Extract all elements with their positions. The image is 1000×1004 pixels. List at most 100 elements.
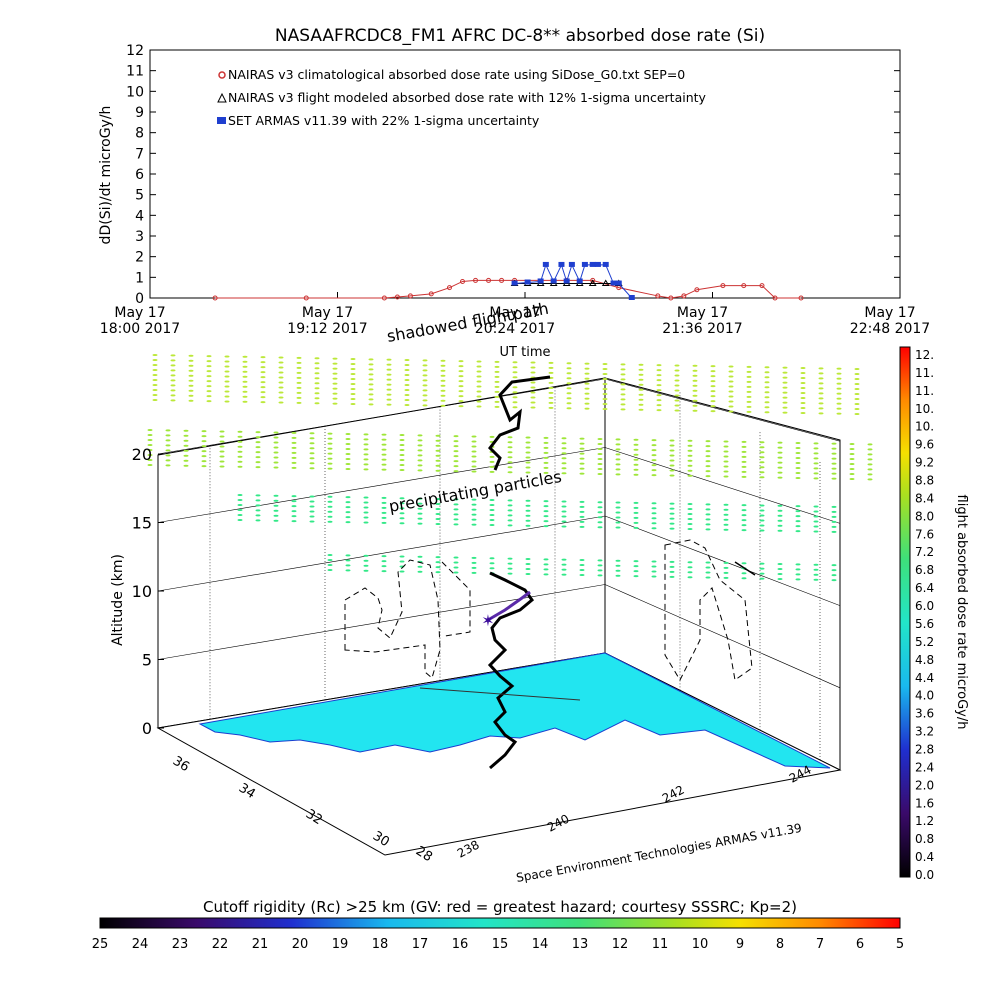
particle-marker bbox=[728, 410, 734, 413]
particle-marker bbox=[507, 572, 513, 575]
rigidity-tick-label: 14 bbox=[532, 937, 549, 952]
particle-marker bbox=[638, 408, 644, 411]
particle-marker bbox=[345, 564, 351, 567]
particle-marker bbox=[831, 477, 837, 480]
particle-marker bbox=[291, 431, 297, 434]
particle-marker bbox=[561, 573, 567, 576]
particle-marker bbox=[476, 365, 482, 368]
particle-marker bbox=[579, 462, 585, 465]
particle-marker bbox=[705, 523, 711, 526]
latitude-tick-label: 34 bbox=[236, 781, 258, 802]
particle-marker bbox=[674, 369, 680, 372]
particle-marker bbox=[831, 569, 837, 572]
particle-marker bbox=[867, 478, 873, 481]
particle-marker bbox=[381, 453, 387, 456]
particle-marker bbox=[399, 444, 405, 447]
particle-marker bbox=[417, 459, 423, 462]
particle-marker bbox=[530, 366, 536, 369]
particle-marker bbox=[741, 504, 747, 507]
particle-marker bbox=[633, 443, 639, 446]
particle-marker bbox=[674, 379, 680, 382]
particle-marker bbox=[278, 386, 284, 389]
particle-marker bbox=[656, 404, 662, 407]
y-tick-label: 2 bbox=[135, 250, 144, 266]
particle-marker bbox=[170, 394, 176, 397]
particle-marker bbox=[471, 455, 477, 458]
particle-marker bbox=[638, 378, 644, 381]
particle-marker bbox=[440, 389, 446, 392]
particle-marker bbox=[458, 365, 464, 368]
particle-marker bbox=[615, 569, 621, 572]
rigidity-tick-label: 12 bbox=[612, 937, 629, 952]
particle-marker bbox=[525, 509, 531, 512]
y-tick-label: 3 bbox=[135, 229, 144, 245]
particle-marker bbox=[165, 464, 171, 467]
data-point bbox=[550, 278, 557, 284]
particle-marker bbox=[597, 521, 603, 524]
latitude-tick-label: 28 bbox=[413, 844, 435, 865]
particle-marker bbox=[296, 381, 302, 384]
particle-marker bbox=[543, 525, 549, 528]
grid-line bbox=[604, 447, 841, 524]
data-point bbox=[486, 277, 492, 283]
particle-marker bbox=[543, 461, 549, 464]
particle-marker bbox=[777, 504, 783, 507]
particle-marker bbox=[782, 381, 788, 384]
dose-rate-tick-label: 3.2 bbox=[915, 725, 934, 739]
particle-marker bbox=[525, 461, 531, 464]
particle-marker bbox=[327, 437, 333, 440]
particle-marker bbox=[741, 465, 747, 468]
particle-marker bbox=[368, 398, 374, 401]
particle-marker bbox=[453, 561, 459, 564]
particle-marker bbox=[543, 441, 549, 444]
particle-marker bbox=[512, 396, 518, 399]
particle-marker bbox=[836, 412, 842, 415]
particle-marker bbox=[867, 468, 873, 471]
timeseries-plot-frame bbox=[149, 49, 901, 299]
particle-marker bbox=[399, 469, 405, 472]
particle-marker bbox=[777, 476, 783, 479]
particle-marker bbox=[620, 378, 626, 381]
particle-marker bbox=[440, 369, 446, 372]
particle-marker bbox=[363, 559, 369, 562]
dose-rate-tick-label: 2.4 bbox=[915, 760, 934, 774]
particle-marker bbox=[507, 504, 513, 507]
particle-marker bbox=[597, 473, 603, 475]
particle-marker bbox=[345, 462, 351, 465]
particle-marker bbox=[381, 511, 387, 514]
particle-marker bbox=[728, 390, 734, 393]
data-point bbox=[655, 293, 661, 299]
legend-marker bbox=[217, 117, 226, 124]
particle-marker bbox=[764, 371, 770, 374]
particle-marker bbox=[710, 395, 716, 398]
particle-marker bbox=[651, 517, 657, 520]
particle-marker bbox=[278, 376, 284, 379]
particle-marker bbox=[530, 361, 536, 364]
particle-marker bbox=[507, 436, 513, 439]
particle-marker bbox=[368, 358, 374, 361]
particle-marker bbox=[764, 381, 770, 384]
particle-marker bbox=[512, 401, 518, 404]
particle-marker bbox=[363, 501, 369, 504]
particle-marker bbox=[363, 453, 369, 456]
particle-marker bbox=[741, 450, 747, 453]
particle-marker bbox=[363, 521, 369, 524]
particle-marker bbox=[795, 525, 801, 528]
particle-marker bbox=[759, 529, 765, 532]
particle-marker bbox=[602, 393, 608, 395]
particle-marker bbox=[867, 473, 873, 476]
particle-marker bbox=[327, 510, 333, 513]
particle-marker bbox=[512, 371, 518, 374]
dose-rate-tick-label: 8.8 bbox=[915, 474, 934, 488]
particle-marker bbox=[633, 463, 639, 466]
particle-marker bbox=[489, 562, 495, 565]
particle-marker bbox=[782, 391, 788, 394]
particle-marker bbox=[836, 402, 842, 405]
particle-marker bbox=[237, 445, 243, 448]
particle-marker bbox=[273, 509, 279, 512]
particle-marker bbox=[561, 525, 567, 528]
precipitating-particles-annotation: precipitating particles bbox=[387, 467, 563, 516]
particle-marker bbox=[795, 466, 801, 469]
grid-line bbox=[604, 515, 841, 606]
particle-marker bbox=[687, 518, 693, 520]
